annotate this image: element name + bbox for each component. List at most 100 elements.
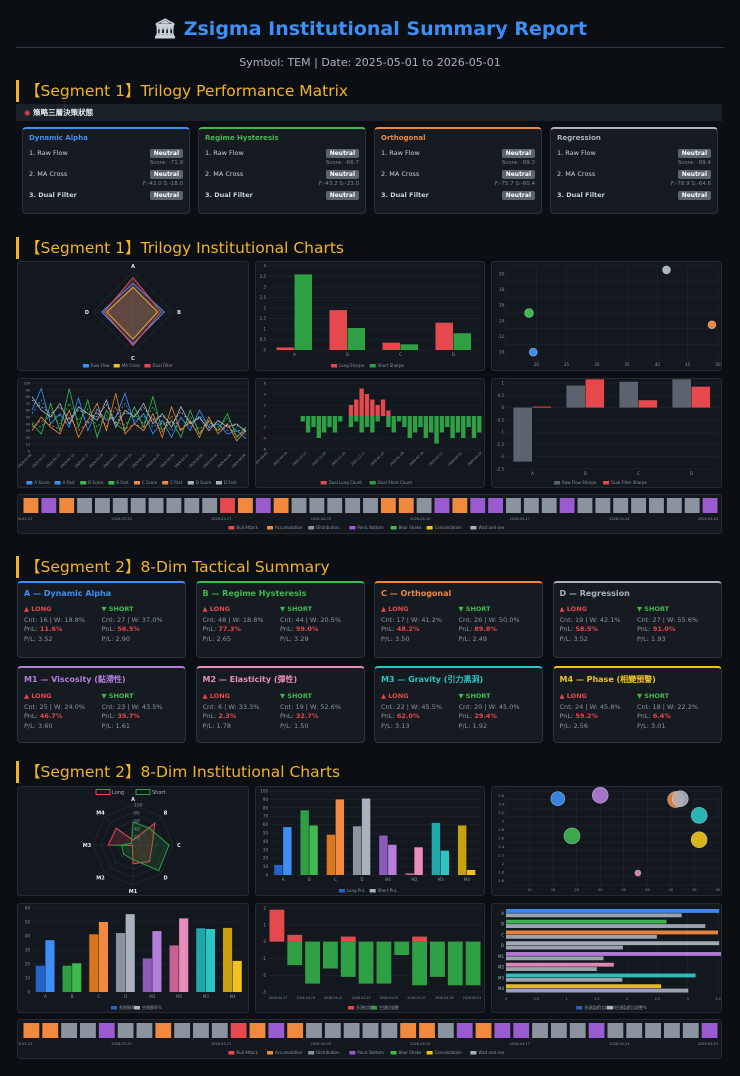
regime-tile (532, 1023, 548, 1038)
y-tick-label: 0 (263, 348, 266, 353)
matrix-row-label: 2. MA Cross (557, 170, 596, 178)
bar (585, 379, 605, 408)
radar-spoke (104, 816, 134, 846)
x-tick-label: 2026-04-17 (510, 1042, 530, 1046)
legend-swatch (603, 481, 610, 485)
regime-tile (202, 498, 218, 513)
bar (506, 962, 614, 967)
legend-swatch (349, 526, 356, 530)
bar (196, 928, 206, 992)
pnl-label: PnL: (381, 625, 397, 633)
bar (457, 825, 467, 875)
bar (466, 416, 471, 427)
bar (35, 965, 45, 992)
radar-axis-label: B (164, 810, 168, 816)
status-badge: Neutral (149, 169, 183, 179)
x-tick-label: 2026-04-23 (352, 996, 371, 1000)
y-tick-label: 40 (263, 839, 269, 844)
bar (394, 941, 410, 956)
y-tick-label: 14 (499, 318, 505, 323)
bar (89, 934, 99, 992)
tactical-short-column: ▼ SHORT Cnt: 27 | W: 55.6% PnL: 91.0% P/L: … (637, 605, 715, 644)
status-badge: Neutral (325, 148, 359, 158)
long-label: ▲ LONG (381, 692, 409, 700)
x-tick-label: 2026-04-03 (311, 517, 331, 521)
bar (391, 416, 396, 433)
pnl-label: PnL: (280, 712, 296, 720)
bar (672, 379, 691, 408)
pnl-label: PnL: (24, 625, 40, 633)
x-tick-label: 2026-03-13 (18, 517, 32, 521)
matrix-row: 2. MA Cross Neutral (29, 169, 183, 179)
legend-label: 空期勝率% (142, 1004, 162, 1010)
bar (423, 416, 428, 438)
pnl-value: PnL: 2.3% (203, 712, 281, 722)
bar (305, 941, 320, 984)
x-tick-label: 2026-04-17 (510, 517, 530, 521)
pnl-label: PnL: (559, 625, 576, 633)
regime-tile (255, 498, 271, 513)
legend-label: Dual Filter (153, 363, 174, 368)
x-tick-label: 2026-02-18 (408, 451, 424, 467)
bar (379, 835, 388, 875)
y-tick-label: 16 (499, 303, 505, 308)
legend-swatch (134, 481, 140, 485)
bar (274, 864, 283, 875)
radar-axis-label: M3 (83, 843, 92, 849)
long-label: ▲ LONG (559, 692, 587, 700)
tactical-long-column: ▲ LONG Cnt: 16 | W: 18.8% PnL: 11.6% P/L: 3… (24, 605, 102, 644)
legend-label: Long (112, 790, 124, 796)
x-tick-label: C (399, 352, 402, 357)
tactical-short-column: ▼ SHORT Cnt: 44 | W: 20.5% PnL: 59.0% P/L: … (280, 605, 358, 644)
bar (323, 941, 338, 969)
tactical-columns: ▲ LONG Cnt: 25 | W: 24.0% PnL: 46.7% P/L: 3… (24, 692, 179, 731)
pnl-label: PnL: (202, 712, 219, 720)
radar-axis-label: M4 (96, 810, 105, 816)
regime-tile (559, 498, 575, 513)
y-tick-label: -2 (262, 973, 266, 978)
legend-swatch (135, 789, 151, 795)
bar (327, 416, 332, 427)
matrix-card: Regime Hysteresis 1. Raw Flow Neutral Score… (198, 127, 366, 214)
regime-tile (41, 498, 57, 513)
bar (477, 416, 482, 433)
y-tick-label: 2.5 (260, 295, 267, 300)
legend-swatch (369, 481, 376, 485)
y-tick-label: 1.6 (498, 879, 504, 883)
pnl-label: PnL: (381, 712, 397, 720)
legend-swatch (320, 481, 327, 485)
y-tick-label: -2.5 (496, 467, 504, 472)
pnl-label: PnL: (458, 625, 475, 633)
y-tick-label: 60 (25, 906, 31, 911)
short-label: ▼ SHORT (637, 605, 670, 613)
tactical-card: M1 — Viscosity (黏滯性) ▲ LONG Cnt: 25 | W: 2… (17, 666, 186, 743)
matrix-row-label: 1. Raw Flow (381, 149, 420, 157)
y-tick-label: -1 (262, 956, 266, 961)
legend-label: Consolidation (435, 525, 463, 530)
y-tick-label: -1.5 (496, 442, 504, 447)
regime-tile (249, 1023, 266, 1038)
bar (445, 416, 450, 427)
legend-label: Short Sharpe (378, 363, 405, 368)
pnl-number: 46.7% (39, 712, 63, 720)
matrix-row: 2. MA Cross Neutral (205, 169, 359, 179)
regime-tile (626, 1023, 643, 1038)
bar (152, 931, 162, 992)
bar (435, 322, 453, 350)
count-winrate: Cnt: 48 | W: 18.8% (202, 615, 264, 624)
scatter-point (672, 790, 689, 807)
regime-tile (136, 1023, 153, 1038)
regime-tile (306, 1023, 322, 1038)
y-tick-label: 80 (263, 805, 269, 810)
pnl-number: 2.3% (218, 712, 237, 720)
profit-factor: P/L: 1.93 (637, 634, 666, 643)
y-tick-label: 2 (264, 404, 266, 408)
status-badge: Neutral (677, 169, 711, 179)
matrix-fs: F:-78.9 S:-64.6 (670, 181, 711, 187)
regime-tile (59, 498, 75, 513)
tactical-long-column: ▲ LONG Cnt: 6 | W: 33.3% PnL: 2.3% P/L: 1.7… (203, 692, 281, 731)
y-tick-label: 0 (27, 990, 30, 995)
line-series (31, 405, 247, 437)
regime-tile (230, 1023, 247, 1038)
y-tick-label: 3.2 (498, 811, 504, 815)
